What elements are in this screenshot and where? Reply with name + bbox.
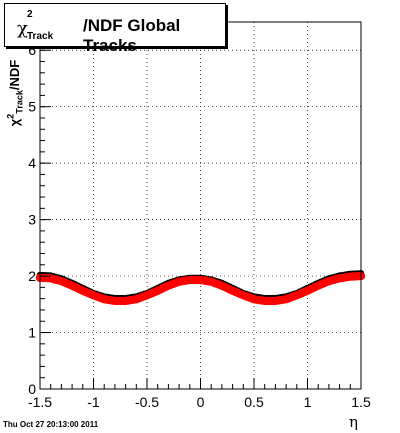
title-chi-symbol: χ <box>17 18 28 39</box>
x-axis-label: η <box>349 413 358 431</box>
x-tick-label: 1.5 <box>351 394 371 410</box>
timestamp: Thu Oct 27 20:13:00 2011 <box>3 420 99 429</box>
y-tick-label: 0 <box>28 381 36 397</box>
x-tick-label: 0 <box>197 394 205 410</box>
y-tick-label: 4 <box>28 155 36 171</box>
y-tick-label: 2 <box>28 268 36 284</box>
data-points <box>35 270 366 306</box>
y-tick-label: 3 <box>28 212 36 228</box>
grid-lines <box>40 22 361 389</box>
y-label-sub: Track <box>14 90 25 114</box>
x-tick-label: -1 <box>87 394 100 410</box>
x-tick-label: -1.5 <box>28 394 52 410</box>
plot-frame <box>39 21 362 390</box>
chart-title-box: χ 2 Track /NDF Global Tracks <box>4 3 226 55</box>
axis-tick-labels: -1.5 -1 -0.5 0 0.5 1 1.5 0 1 2 3 4 5 6 <box>28 42 371 410</box>
y-label-chi: χ <box>6 118 22 127</box>
title-superscript: 2 <box>27 9 33 20</box>
x-tick-label: 0.5 <box>244 394 264 410</box>
chart-title: /NDF Global Tracks <box>83 16 181 55</box>
title-subscript: Track <box>27 31 54 42</box>
y-tick-label: 5 <box>28 99 36 115</box>
y-label-sup: 2 <box>5 113 16 119</box>
y-label-rest: /NDF <box>6 59 22 91</box>
x-tick-label: 1 <box>304 394 312 410</box>
y-tick-label: 1 <box>28 325 36 341</box>
y-axis-label: χ2Track/NDF <box>2 48 28 138</box>
x-tick-label: -0.5 <box>135 394 159 410</box>
y-tick-label: 6 <box>28 42 36 58</box>
